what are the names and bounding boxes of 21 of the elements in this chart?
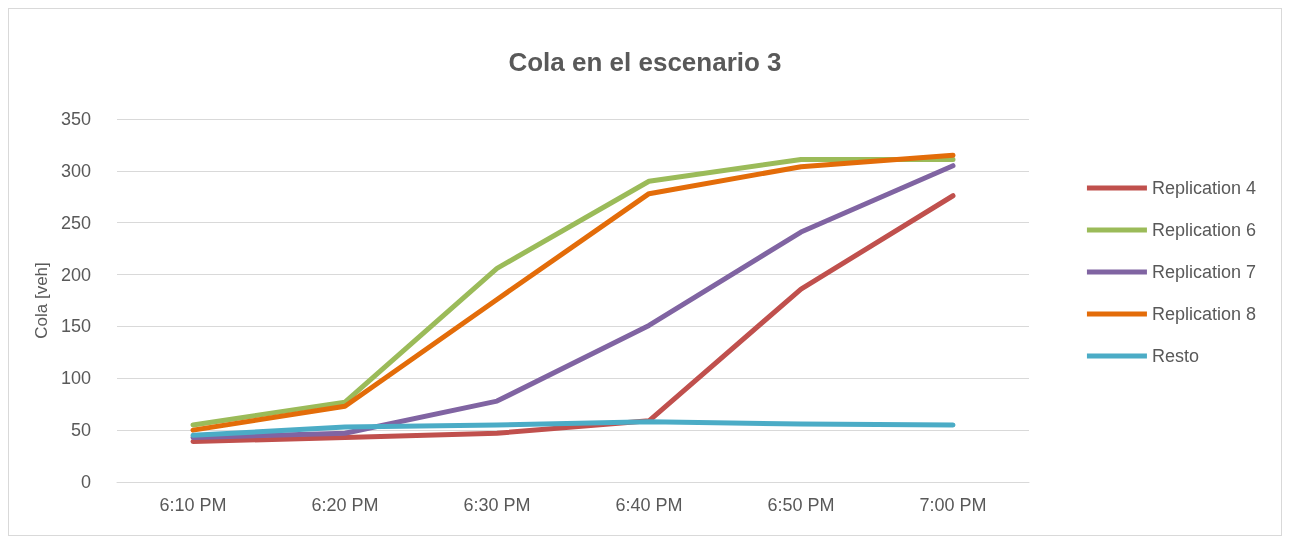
y-tick-label: 350 [60,109,91,129]
chart-title: Cola en el escenario 3 [508,47,782,77]
y-tick-label: 150 [60,316,91,337]
x-tick-label: 6:10 PM [159,495,227,515]
y-axis-title: Cola [veh] [32,262,52,339]
x-tick-label: 7:00 PM [919,495,987,515]
y-tick-label: 250 [60,212,91,233]
legend-label: Resto [1151,346,1199,366]
y-tick-label: 0 [80,472,91,492]
x-tick-label: 6:40 PM [615,495,683,515]
y-tick-label: 300 [60,160,91,181]
legend-label: Replication 6 [1151,220,1256,240]
legend-label: Replication 4 [1151,178,1256,198]
y-tick-label: 50 [70,420,91,441]
x-tick-label: 6:30 PM [463,495,531,515]
y-tick-label: 200 [60,264,91,285]
legend-label: Replication 7 [1151,262,1256,282]
y-tick-label: 100 [60,368,91,389]
x-tick-label: 6:20 PM [311,495,379,515]
legend-label: Replication 8 [1151,304,1256,324]
x-tick-label: 6:50 PM [767,495,835,515]
